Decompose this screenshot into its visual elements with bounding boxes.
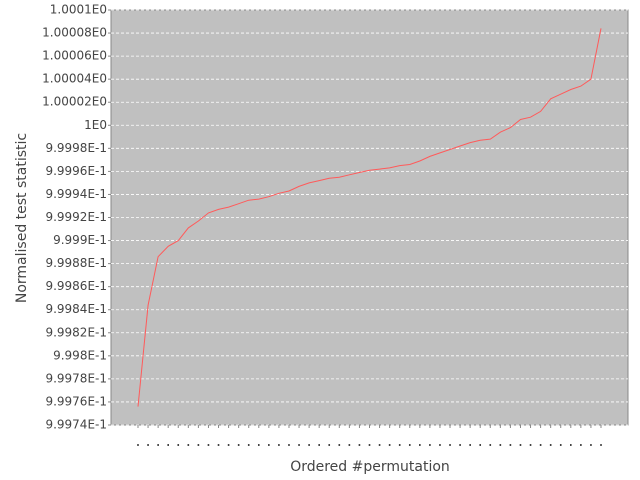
y-tick-label: 9.9978E-1 <box>45 371 107 385</box>
x-tick-label <box>157 444 159 446</box>
y-tick-label: 9.9992E-1 <box>45 210 107 224</box>
x-tick-label <box>257 444 260 446</box>
y-axis-title: Normalised test statistic <box>14 133 30 303</box>
x-tick-label <box>378 444 381 446</box>
y-tick-label: 1.00002E0 <box>42 95 107 109</box>
y-tick-label: 1.00006E0 <box>42 49 107 63</box>
x-tick-label <box>338 444 341 446</box>
x-tick-label <box>147 444 149 446</box>
x-tick-label <box>227 444 230 446</box>
y-tick-label: 1.0001E0 <box>50 3 107 17</box>
x-tick-label <box>549 444 552 446</box>
x-tick-label <box>348 444 351 446</box>
y-tick-label: 9.9986E-1 <box>45 279 107 293</box>
x-tick-label <box>559 444 562 446</box>
x-tick-label <box>529 444 532 446</box>
x-tick-label <box>187 444 190 446</box>
y-tick-label: 9.9982E-1 <box>45 325 107 339</box>
x-tick-label <box>288 444 290 446</box>
x-tick-label <box>177 444 180 446</box>
y-tick-label: 9.9988E-1 <box>45 256 107 270</box>
x-tick-label <box>469 444 471 446</box>
x-tick-label <box>237 444 240 446</box>
x-tick-label <box>278 444 280 446</box>
x-tick-label <box>197 444 200 446</box>
x-tick-label <box>398 444 401 446</box>
x-tick-label <box>247 444 250 446</box>
x-tick-label <box>167 444 169 446</box>
y-tick-label: 9.9998E-1 <box>45 141 107 155</box>
x-tick-label <box>600 444 602 446</box>
x-tick-label <box>308 444 310 446</box>
x-tick-label <box>570 444 572 446</box>
x-tick-label <box>368 444 371 446</box>
x-tick-label <box>217 444 220 446</box>
x-tick-label <box>207 444 210 446</box>
x-tick-label <box>388 444 391 446</box>
x-tick-label <box>268 444 270 446</box>
x-tick-label <box>499 444 502 446</box>
x-tick-label <box>429 444 431 446</box>
y-tick-label: 9.9984E-1 <box>45 302 107 316</box>
y-tick-label: 9.999E-1 <box>53 233 107 247</box>
x-tick-label <box>298 444 300 446</box>
y-tick-label: 9.9976E-1 <box>45 394 107 408</box>
x-tick-label <box>580 444 582 446</box>
data-line <box>137 28 602 407</box>
x-tick-label <box>328 444 331 446</box>
x-tick-label <box>137 444 139 446</box>
x-tick-label <box>318 444 320 446</box>
x-axis-title: Ordered #permutation <box>290 459 450 475</box>
y-tick-label: 9.9996E-1 <box>45 164 107 178</box>
y-tick-label: 1.00004E0 <box>42 72 107 86</box>
y-tick-label: 9.998E-1 <box>53 348 107 362</box>
x-tick-label <box>479 444 482 446</box>
x-tick-label <box>459 444 461 446</box>
x-tick-label <box>449 444 451 446</box>
y-tick-label: 9.9974E-1 <box>45 418 107 432</box>
x-tick-label <box>489 444 492 446</box>
x-tick-label <box>439 444 441 446</box>
x-tick-label <box>519 444 522 446</box>
x-tick-label <box>590 444 592 446</box>
x-tick-label <box>419 444 421 446</box>
x-tick-label <box>509 444 512 446</box>
y-tick-label: 1E0 <box>84 118 107 132</box>
y-tick-label: 1.00008E0 <box>42 26 107 40</box>
x-tick-label <box>358 444 361 446</box>
x-tick-label <box>539 444 542 446</box>
x-tick-label <box>408 444 411 446</box>
y-tick-label: 9.9994E-1 <box>45 187 107 201</box>
